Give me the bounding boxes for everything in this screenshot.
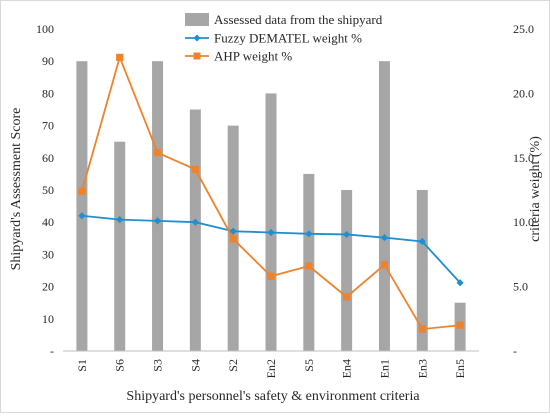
fuzzy-dematel-point (267, 228, 275, 237)
left-axis-ticks: - 10 20 30 40 50 60 70 80 90 100 (36, 22, 54, 358)
legend-item-ahp: AHP weight % (185, 49, 292, 64)
bar (416, 190, 428, 351)
y-right-tick-label: - (513, 344, 517, 358)
fuzzy-dematel-point (191, 218, 199, 226)
legend-label-bars: Assessed data from the shipyard (214, 12, 383, 27)
bar (378, 61, 390, 351)
bar (341, 190, 353, 351)
fuzzy-dematel-point (153, 217, 162, 225)
fuzzy-dematel-point (305, 230, 313, 238)
x-tick-label: S5 (302, 359, 316, 372)
fuzzy-dematel-point (380, 234, 389, 242)
bar (265, 93, 277, 352)
y-left-tick-label: 80 (42, 86, 54, 100)
fuzzy-dematel-point (78, 212, 86, 220)
bar (189, 109, 201, 351)
ahp-point (380, 261, 389, 269)
legend-label-fuzzy-dematel: Fuzzy DEMATEL weight % (214, 31, 362, 46)
x-tick-label: S4 (188, 359, 202, 372)
y-left-tick-label: 100 (36, 22, 54, 36)
x-tick-label: En4 (340, 359, 354, 378)
ahp-point (229, 235, 237, 243)
y-left-tick-label: 50 (42, 183, 54, 197)
legend-label-ahp: AHP weight % (214, 49, 292, 64)
legend: Assessed data from the shipyard Fuzzy DE… (185, 12, 383, 64)
fuzzy-dematel-point (343, 230, 351, 239)
y-left-tick-label: 30 (42, 247, 54, 261)
ahp-point (267, 272, 275, 280)
y-left-tick-label: 20 (42, 280, 54, 294)
bar (152, 61, 164, 351)
ahp-point (78, 187, 86, 195)
legend-marker-fuzzy-dematel (193, 34, 201, 42)
y-left-tick-label: 10 (42, 312, 54, 326)
y-left-tick-label: - (50, 344, 54, 358)
x-tick-label: S3 (151, 359, 165, 372)
right-axis-ticks: - 5.0 10.0 15.0 20.0 25.0 (513, 22, 534, 358)
ahp-point (116, 53, 124, 61)
y-axis-left-title: Shipyard's Assessment Score (9, 108, 24, 271)
y-left-tick-label: 70 (42, 119, 54, 133)
legend-marker-ahp (193, 52, 201, 60)
ahp-point (305, 262, 313, 270)
x-axis-title: Shipyard's personnel's safety & environm… (126, 389, 420, 404)
legend-item-fuzzy-dematel: Fuzzy DEMATEL weight % (185, 31, 362, 46)
x-tick-label: S2 (226, 359, 240, 372)
y-right-tick-label: 10.0 (513, 215, 534, 229)
y-right-tick-label: 15.0 (513, 151, 534, 165)
y-left-tick-label: 90 (42, 54, 54, 68)
legend-item-bars: Assessed data from the shipyard (185, 12, 383, 27)
x-tick-label: En1 (377, 359, 391, 378)
fuzzy-dematel-point (456, 279, 464, 287)
bar (114, 141, 126, 351)
fuzzy-dematel-point (229, 227, 237, 235)
ahp-point (418, 325, 426, 333)
x-tick-label: S6 (113, 359, 127, 372)
legend-swatch-bars (185, 13, 209, 26)
lines-layer (78, 53, 464, 333)
x-tick-label: S1 (75, 359, 89, 372)
y-axis-right-title: criteria weight (%) (528, 136, 543, 242)
fuzzy-dematel-point (418, 237, 426, 246)
bars-layer (76, 61, 466, 352)
y-right-tick-label: 5.0 (513, 280, 528, 294)
y-right-tick-label: 25.0 (513, 22, 534, 36)
ahp-point (191, 165, 199, 173)
x-axis-ticks: S1 S6 S3 S4 S2 En2 S5 En4 En1 En3 En5 (75, 359, 467, 378)
ahp-point (456, 321, 464, 329)
x-tick-label: En3 (415, 359, 429, 378)
y-right-tick-label: 20.0 (513, 86, 534, 100)
y-left-tick-label: 60 (42, 151, 54, 165)
bar (76, 61, 88, 351)
x-tick-label: En5 (453, 359, 467, 378)
ahp-point (153, 149, 162, 157)
ahp-point (343, 293, 351, 301)
x-tick-label: En2 (264, 359, 278, 378)
fuzzy-dematel-point (116, 216, 124, 224)
y-left-tick-label: 40 (42, 215, 54, 229)
